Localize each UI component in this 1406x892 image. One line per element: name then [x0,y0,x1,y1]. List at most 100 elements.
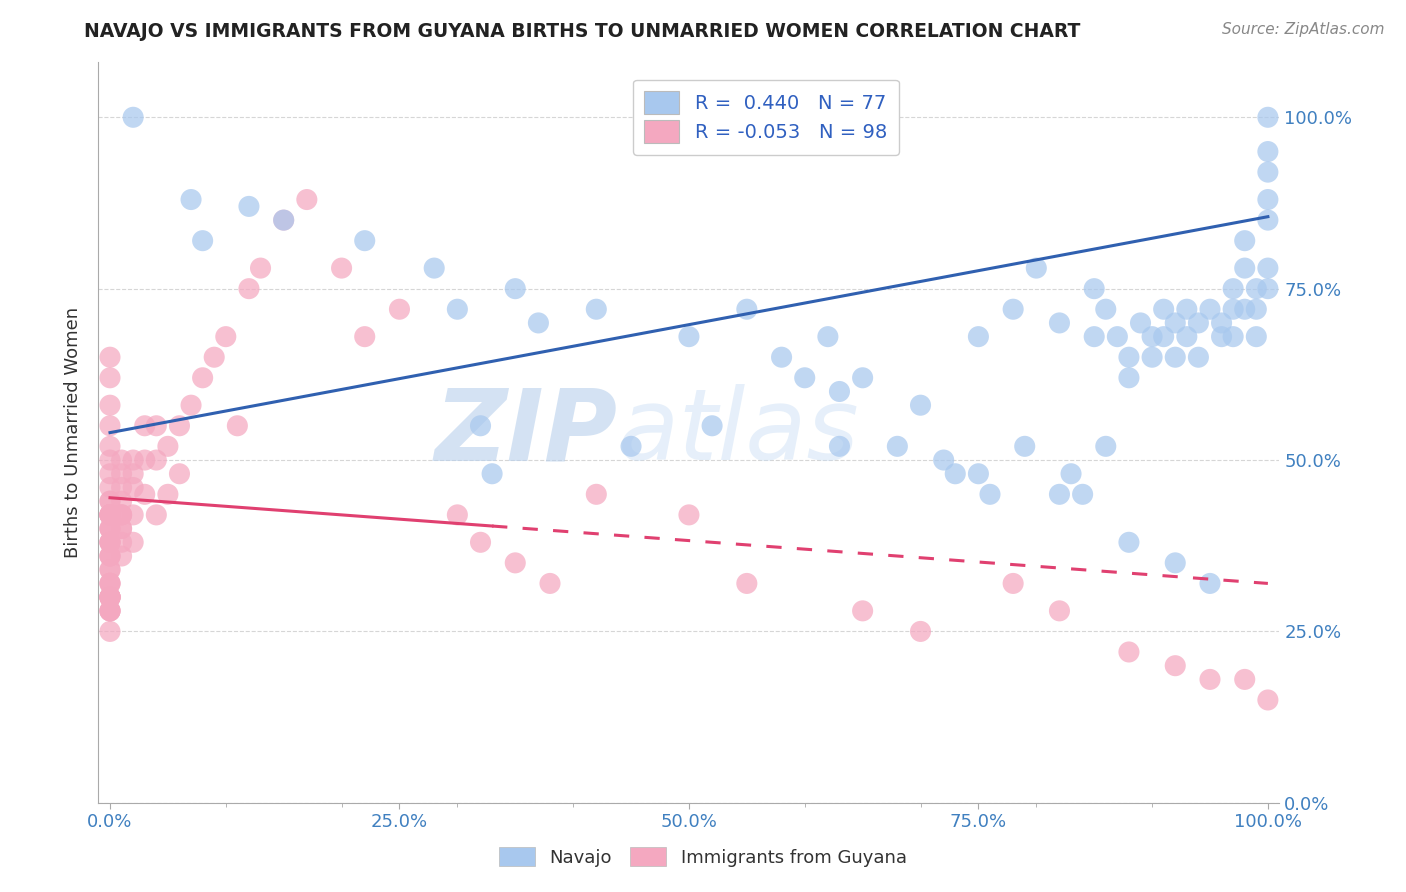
Point [735,576,758,591]
Point [1049,316,1071,330]
Point [98,576,121,591]
Point [98,494,121,508]
Point [134,453,156,467]
Point [122,508,145,522]
Point [446,508,468,522]
Point [1246,282,1268,296]
Point [180,193,202,207]
Point [852,604,875,618]
Point [1014,439,1036,453]
Point [538,576,561,591]
Point [122,467,145,481]
Point [1187,350,1209,364]
Point [134,418,156,433]
Point [98,508,121,522]
Point [156,487,179,501]
Point [1164,316,1187,330]
Point [1211,316,1233,330]
Point [1118,371,1140,385]
Point [145,508,167,522]
Text: ZIP: ZIP [434,384,619,481]
Point [585,302,607,317]
Point [98,522,121,536]
Point [1094,302,1116,317]
Point [238,199,260,213]
Point [98,535,121,549]
Point [98,508,121,522]
Point [98,563,121,577]
Point [98,522,121,536]
Point [122,110,145,124]
Point [98,563,121,577]
Point [98,590,121,604]
Point [1164,350,1187,364]
Point [481,467,503,481]
Point [110,494,132,508]
Point [110,508,132,522]
Point [180,398,202,412]
Point [620,439,643,453]
Point [110,453,132,467]
Point [967,467,990,481]
Point [98,549,121,563]
Point [98,480,121,494]
Point [122,453,145,467]
Point [353,234,375,248]
Point [1257,213,1279,227]
Point [1153,329,1175,343]
Point [470,418,492,433]
Point [678,508,700,522]
Point [828,384,851,399]
Point [98,604,121,618]
Point [226,418,249,433]
Point [110,522,132,536]
Point [1246,329,1268,343]
Point [98,508,121,522]
Point [1257,145,1279,159]
Point [1211,329,1233,343]
Point [122,535,145,549]
Point [1222,329,1244,343]
Point [156,439,179,453]
Point [110,508,132,522]
Point [503,282,526,296]
Point [98,576,121,591]
Point [1175,329,1198,343]
Point [1060,467,1083,481]
Point [169,467,191,481]
Point [770,350,793,364]
Point [700,418,723,433]
Point [330,261,353,276]
Point [110,508,132,522]
Point [1257,282,1279,296]
Point [98,439,121,453]
Point [852,371,875,385]
Point [238,282,260,296]
Point [98,494,121,508]
Point [1118,645,1140,659]
Point [423,261,446,276]
Point [886,439,908,453]
Point [98,604,121,618]
Point [932,453,955,467]
Point [98,604,121,618]
Point [98,549,121,563]
Point [98,604,121,618]
Point [828,439,851,453]
Point [793,371,815,385]
Point [98,590,121,604]
Point [910,624,932,639]
Point [979,487,1001,501]
Point [191,371,214,385]
Point [1164,556,1187,570]
Point [1222,302,1244,317]
Point [202,350,225,364]
Point [98,371,121,385]
Point [98,398,121,412]
Point [98,590,121,604]
Point [1107,329,1129,343]
Point [1049,487,1071,501]
Point [1094,439,1116,453]
Point [527,316,550,330]
Point [1049,604,1071,618]
